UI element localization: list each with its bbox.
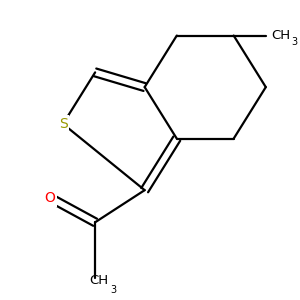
Text: 3: 3 (291, 37, 297, 47)
Text: O: O (44, 190, 55, 205)
Text: 3: 3 (111, 284, 117, 295)
Text: CH: CH (271, 29, 290, 42)
Text: S: S (58, 117, 68, 131)
Text: CH: CH (89, 274, 108, 287)
